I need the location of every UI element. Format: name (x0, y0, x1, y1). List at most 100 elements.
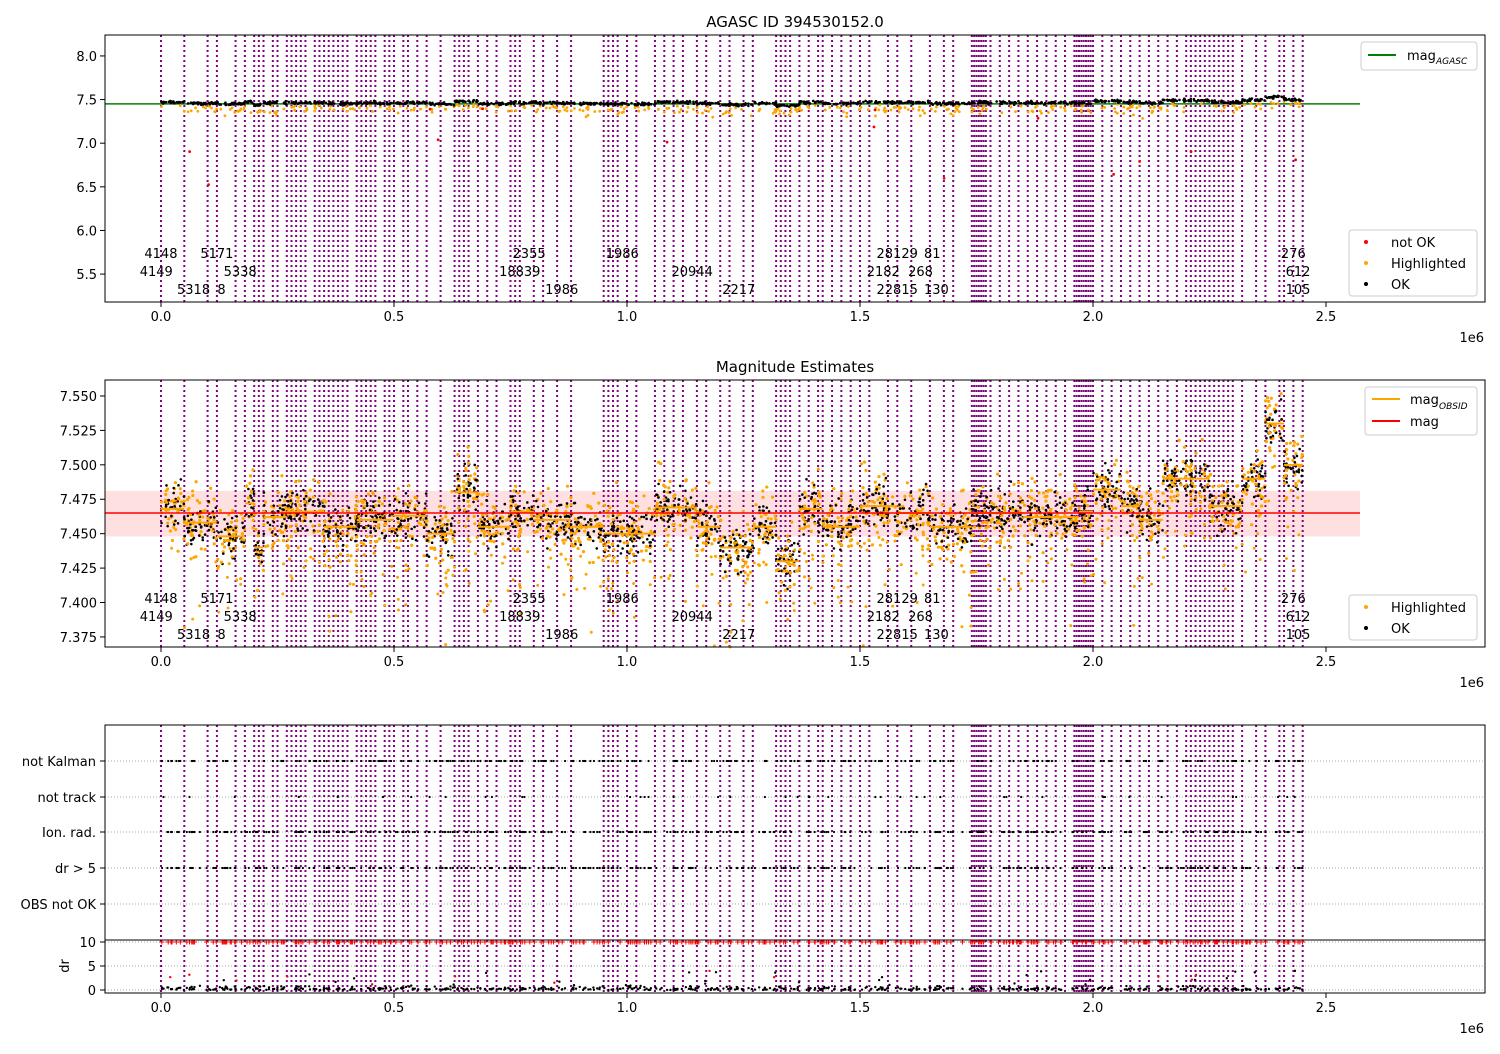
ok-point (909, 537, 912, 540)
highlighted-point (799, 527, 802, 530)
ok-point (1227, 102, 1230, 105)
ok-point (404, 532, 407, 535)
ok-point (919, 518, 922, 521)
ok-point (636, 536, 639, 539)
ok-point (737, 555, 740, 558)
highlighted-point (263, 110, 266, 113)
highlighted-point (1272, 102, 1275, 105)
highlighted-point (642, 559, 645, 562)
highlighted-point (953, 110, 956, 113)
ok-point (372, 505, 375, 508)
highlighted-point (317, 481, 320, 484)
ok-point (1062, 503, 1065, 506)
highlighted-point (290, 574, 293, 577)
highlighted-point (469, 540, 472, 543)
highlighted-point (303, 500, 306, 503)
highlighted-point (882, 473, 885, 476)
ok-point (747, 102, 750, 105)
highlighted-point (811, 554, 814, 557)
ok-point (990, 489, 993, 492)
ok-point (369, 527, 372, 530)
highlighted-point (956, 542, 959, 545)
highlighted-point (696, 106, 699, 109)
highlighted-point (251, 468, 254, 471)
highlighted-point (1078, 529, 1081, 532)
highlighted-point (541, 537, 544, 540)
ok-point (947, 520, 950, 523)
ok-point (281, 508, 284, 511)
obsid-label: 20944 (671, 265, 712, 280)
ok-point (556, 531, 559, 534)
highlighted-point (512, 547, 515, 550)
highlighted-point (517, 491, 520, 494)
ok-point (313, 529, 316, 532)
highlighted-point (1200, 102, 1203, 105)
highlighted-point (413, 109, 416, 112)
highlighted-point (667, 486, 670, 489)
highlighted-point (466, 446, 469, 449)
highlighted-point (450, 490, 453, 493)
ok-point (447, 554, 450, 557)
highlighted-point (422, 554, 425, 557)
ok-point (517, 505, 520, 508)
highlighted-point (554, 543, 557, 546)
ok-point (410, 528, 413, 531)
ok-point (457, 473, 460, 476)
ok-point (367, 524, 370, 527)
highlighted-point (438, 505, 441, 508)
highlighted-point (930, 563, 933, 566)
ok-point (474, 508, 477, 511)
ok-point (192, 103, 195, 106)
ok-point (253, 104, 256, 107)
ok-point (848, 505, 851, 508)
ok-point (813, 492, 816, 495)
highlighted-point (1083, 516, 1086, 519)
highlighted-point (1063, 107, 1066, 110)
ok-point (563, 525, 566, 528)
highlighted-point (487, 531, 490, 534)
highlighted-point (1050, 489, 1053, 492)
highlighted-point (579, 555, 582, 558)
highlighted-point (457, 506, 460, 509)
ok-point (1053, 491, 1056, 494)
highlighted-point (735, 533, 738, 536)
highlighted-point (863, 542, 866, 545)
highlighted-point (655, 513, 658, 516)
highlighted-point (1003, 509, 1006, 512)
ok-point (1064, 101, 1067, 104)
highlighted-point (978, 112, 981, 115)
ok-point (762, 509, 765, 512)
ok-point (774, 522, 777, 525)
ok-point (499, 517, 502, 520)
ok-point (621, 547, 624, 550)
highlighted-point (893, 534, 896, 537)
ok-point (1163, 99, 1166, 102)
highlighted-point (198, 519, 201, 522)
highlighted-point (793, 609, 796, 612)
highlighted-point (494, 507, 497, 510)
highlighted-point (164, 498, 167, 501)
highlighted-point (642, 494, 645, 497)
highlighted-point (592, 561, 595, 564)
highlighted-point (1019, 524, 1022, 527)
highlighted-point (492, 533, 495, 536)
ok-point (187, 102, 190, 105)
ok-point (586, 533, 589, 536)
highlighted-point (303, 515, 306, 518)
ok-point (242, 526, 245, 529)
ok-point (235, 515, 238, 518)
ok-point (622, 520, 625, 523)
ok-point (227, 544, 230, 547)
ok-point (1012, 500, 1015, 503)
ok-point (804, 510, 807, 513)
highlighted-point (753, 561, 756, 564)
highlighted-point (483, 532, 486, 535)
highlighted-point (964, 513, 967, 516)
highlighted-point (354, 508, 357, 511)
ok-point (257, 532, 260, 535)
highlighted-point (369, 541, 372, 544)
ok-point (1141, 102, 1144, 105)
ok-point (472, 99, 475, 102)
ok-point (824, 102, 827, 105)
ok-point (523, 102, 526, 105)
